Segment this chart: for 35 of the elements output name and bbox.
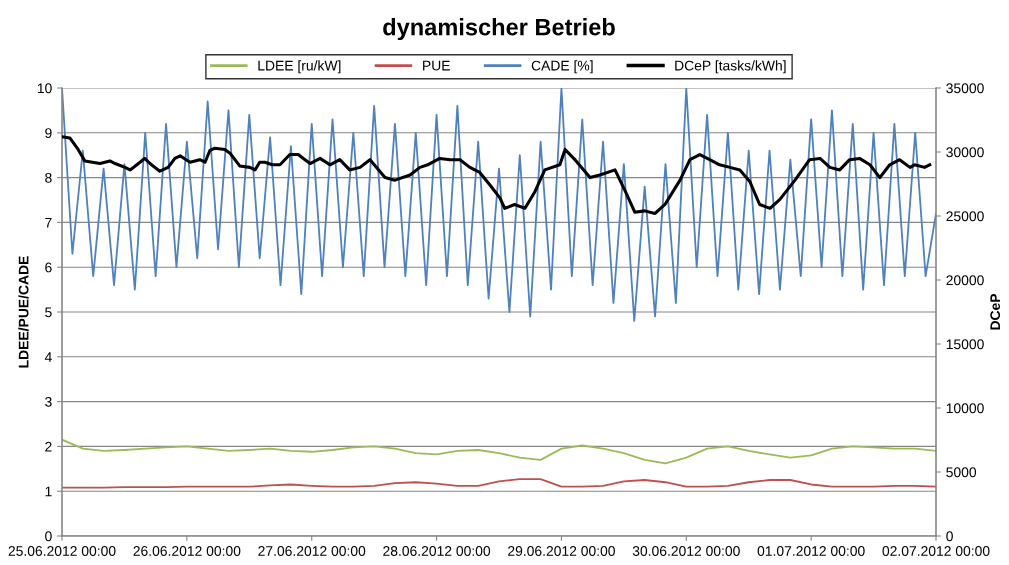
y-tick-label: 5 bbox=[45, 307, 52, 318]
legend-label: LDEE [ru/kW] bbox=[258, 60, 341, 74]
y-tick-label: 8 bbox=[45, 172, 52, 183]
x-tick-label: 25.06.2012 00:00 bbox=[8, 546, 116, 556]
y-tick-label: 2 bbox=[45, 441, 52, 452]
legend-label: PUE bbox=[423, 60, 450, 71]
chart-title: dynamischer Betrieb bbox=[383, 18, 615, 41]
y-tick-label: 6 bbox=[45, 262, 52, 273]
y2-tick-label: 30000 bbox=[946, 147, 984, 158]
y-tick-label: 9 bbox=[45, 128, 52, 138]
y2-tick-label: 15000 bbox=[946, 339, 984, 350]
y2-tick-label: 0 bbox=[946, 531, 953, 542]
y2-tick-label: 35000 bbox=[946, 83, 984, 94]
legend-label: CADE [%] bbox=[531, 60, 593, 74]
x-tick-label: 28.06.2012 00:00 bbox=[383, 546, 491, 556]
x-tick-label: 29.06.2012 00:00 bbox=[508, 546, 615, 556]
y-tick-label: 4 bbox=[44, 352, 52, 362]
y-tick-label: 1 bbox=[45, 486, 52, 497]
y2-tick-label: 20000 bbox=[946, 275, 984, 286]
y2-tick-label: 5000 bbox=[946, 467, 977, 478]
x-tick-label: 02.07.2012 00:00 bbox=[882, 546, 990, 556]
y-axis-title: LDEE/PUE/CADE bbox=[18, 256, 29, 368]
x-tick-label: 01.07.2012 00:00 bbox=[757, 546, 865, 556]
y-tick-label: 10 bbox=[37, 83, 52, 94]
y-tick-label: 7 bbox=[45, 217, 52, 228]
line-series bbox=[62, 135, 932, 215]
y2-tick-label: 10000 bbox=[946, 403, 984, 414]
y-tick-label: 3 bbox=[45, 396, 52, 407]
y2-tick-label: 25000 bbox=[946, 211, 984, 222]
x-tick-label: 26.06.2012 00:00 bbox=[133, 546, 241, 556]
x-tick-label: 27.06.2012 00:00 bbox=[258, 546, 366, 556]
x-tick-label: 30.06.2012 00:00 bbox=[632, 546, 740, 556]
y-tick-label: 0 bbox=[45, 531, 52, 542]
y2-axis-title: DCeP bbox=[990, 293, 1001, 330]
legend-label: DCeP [tasks/kWh] bbox=[675, 60, 786, 74]
